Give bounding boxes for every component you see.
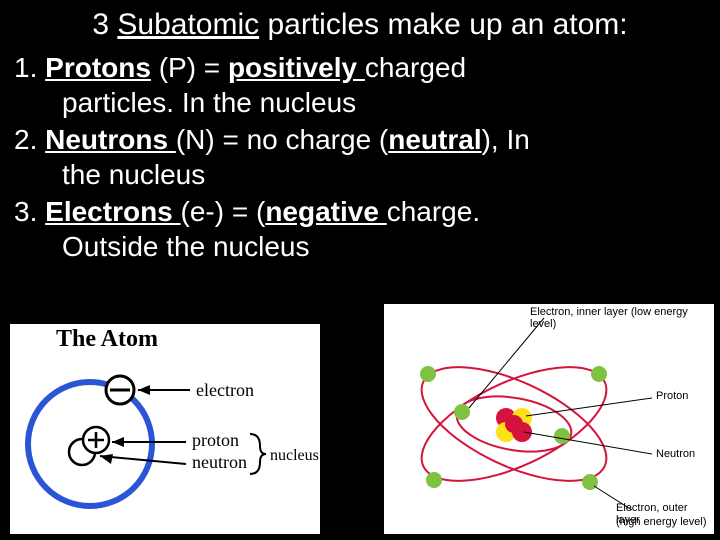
proton-label: proton [192, 430, 239, 450]
electron-particle [426, 472, 442, 488]
item-symbol: (e-) = ( [181, 196, 266, 227]
item-number: 2. [14, 124, 45, 155]
item-line2: Outside the nucleus [14, 229, 706, 264]
inner-electron-label: Electron, inner layer (low energy level) [530, 306, 714, 330]
item-emphasis: positively [228, 52, 365, 83]
neutron-label: neutron [192, 452, 247, 472]
atom-diagram-title: The Atom [56, 326, 158, 353]
arrow-head-icon [112, 437, 124, 447]
proton-particle [505, 415, 523, 433]
item-line2: particles. In the nucleus [14, 85, 706, 120]
item-line2: the nucleus [14, 157, 706, 192]
nucleus-label: nucleus [270, 447, 319, 464]
diagram-row: The Atom electron proton neutron nu [0, 310, 720, 540]
outer-electron-label2: (high energy level) [616, 516, 707, 528]
list-item-neutron: 2. Neutrons (N) = no charge (neutral), I… [14, 122, 706, 192]
item-tail: charged [365, 52, 466, 83]
item-symbol: (P) = [151, 52, 228, 83]
title-prefix: 3 [92, 8, 117, 41]
title-suffix: particles make up an atom: [259, 8, 628, 41]
electron-particle [591, 366, 607, 382]
item-name: Protons [45, 52, 151, 83]
atom-svg-right [384, 304, 714, 534]
list-item-electron: 3. Electrons (e-) = (negative charge. Ou… [14, 194, 706, 264]
item-emphasis: neutral [388, 124, 481, 155]
neutron-label: Neutron [656, 448, 695, 460]
item-emphasis: negative [265, 196, 386, 227]
electron-label: electron [196, 380, 254, 400]
item-number: 3. [14, 196, 45, 227]
item-symbol: (N) = no charge ( [176, 124, 388, 155]
atom-diagram-simple: The Atom electron proton neutron nu [10, 324, 320, 534]
list-item-proton: 1. Protons (P) = positively charged part… [14, 50, 706, 120]
brace-icon [250, 434, 266, 474]
pointer-line [469, 318, 544, 408]
electron-particle [454, 404, 470, 420]
slide-title: 3 Subatomic particles make up an atom: [0, 0, 720, 46]
atom-svg-left: electron proton neutron nucleus [10, 324, 320, 534]
particle-list: 1. Protons (P) = positively charged part… [0, 46, 720, 264]
arrow-head-icon [138, 385, 150, 395]
atom-diagram-color: Electron, inner layer (low energy level)… [384, 304, 714, 534]
electron-particle [554, 428, 570, 444]
item-name: Neutrons [45, 124, 176, 155]
proton-label: Proton [656, 390, 688, 402]
item-tail: charge. [387, 196, 480, 227]
arrow-line [100, 456, 186, 464]
title-underlined: Subatomic [117, 8, 259, 41]
item-number: 1. [14, 52, 45, 83]
item-tail: ), In [482, 124, 530, 155]
item-name: Electrons [45, 196, 180, 227]
electron-particle [420, 366, 436, 382]
